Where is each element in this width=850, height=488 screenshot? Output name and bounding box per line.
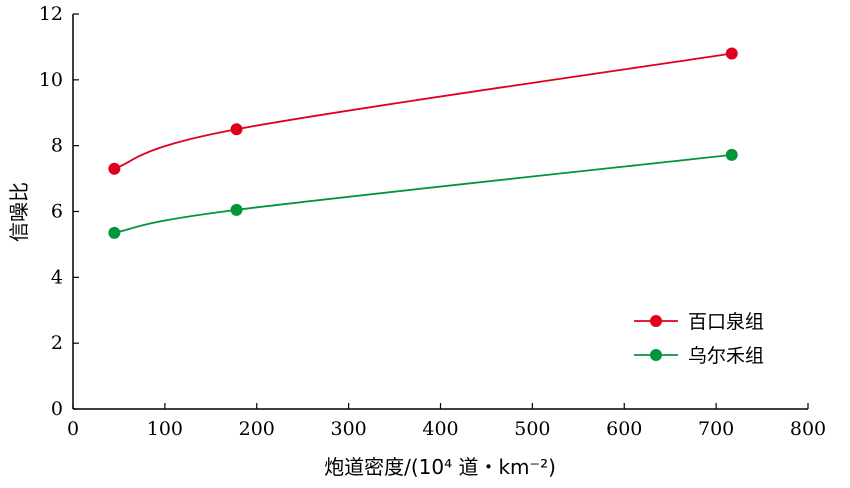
y-tick-label: 2 xyxy=(51,332,63,354)
x-tick-label: 100 xyxy=(147,418,183,440)
y-tick-label: 8 xyxy=(51,135,63,157)
y-tick-label: 6 xyxy=(51,201,63,223)
x-ticks: 0 100 200 300 400 500 600 700 800 xyxy=(67,403,826,440)
series-1-point xyxy=(108,162,121,175)
series-line-2 xyxy=(114,153,732,234)
series-2-point xyxy=(108,226,121,239)
x-tick-label: 800 xyxy=(790,418,826,440)
series-1-point xyxy=(230,123,243,136)
series-1-point xyxy=(725,47,738,60)
series-2-point xyxy=(230,203,243,216)
x-tick-label: 300 xyxy=(330,418,366,440)
legend-marker-1 xyxy=(650,315,662,327)
x-tick-label: 200 xyxy=(239,418,275,440)
x-axis-title: 炮道密度/(10⁴ 道・km⁻²) xyxy=(324,455,556,479)
x-tick-label: 0 xyxy=(67,418,79,440)
x-tick-label: 600 xyxy=(606,418,642,440)
y-ticks: 0 2 4 6 8 10 12 xyxy=(39,3,79,420)
y-tick-label: 12 xyxy=(39,3,63,25)
legend-marker-2 xyxy=(650,349,662,361)
legend-label-1: 百口泉组 xyxy=(688,311,764,333)
series-line-1 xyxy=(114,52,732,170)
y-tick-label: 0 xyxy=(51,398,63,420)
legend-label-2: 乌尔禾组 xyxy=(688,345,764,367)
x-tick-label: 400 xyxy=(422,418,458,440)
series-2-point xyxy=(725,148,738,161)
x-tick-label: 700 xyxy=(698,418,734,440)
x-tick-label: 500 xyxy=(514,418,550,440)
y-tick-label: 4 xyxy=(51,266,63,288)
series-layer xyxy=(108,47,738,239)
y-axis-title: 信噪比 xyxy=(7,182,31,242)
y-tick-label: 10 xyxy=(39,69,63,91)
